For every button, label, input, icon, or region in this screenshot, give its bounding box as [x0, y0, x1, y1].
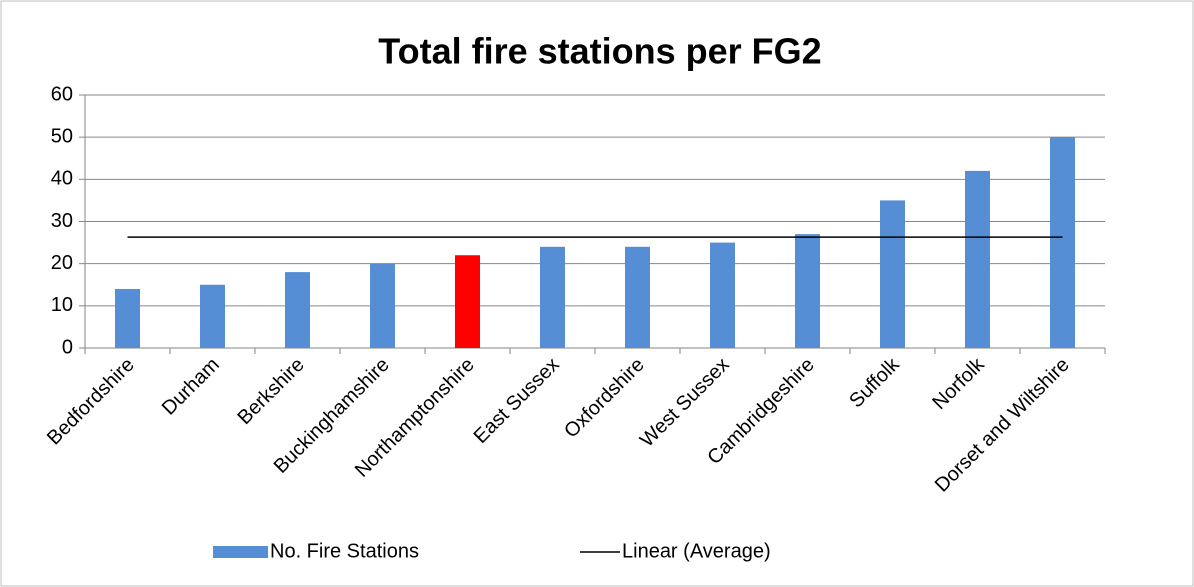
chart-title: Total fire stations per FG2 — [378, 31, 821, 72]
bar — [455, 255, 480, 348]
bar — [965, 170, 990, 348]
y-tick-label: 0 — [62, 336, 73, 358]
bar — [370, 263, 395, 348]
y-tick-label: 10 — [51, 294, 73, 316]
bar — [540, 246, 565, 348]
bar — [115, 288, 140, 348]
bar — [625, 246, 650, 348]
bar — [1050, 137, 1075, 348]
bar — [285, 272, 310, 348]
legend-label: No. Fire Stations — [270, 540, 419, 562]
y-tick-label: 30 — [51, 210, 73, 232]
legend-swatch — [213, 546, 268, 558]
bar — [880, 200, 905, 348]
y-tick-label: 20 — [51, 252, 73, 274]
y-tick-label: 40 — [51, 168, 73, 190]
bar — [200, 284, 225, 348]
bar — [795, 234, 820, 348]
y-tick-label: 50 — [51, 125, 73, 147]
y-tick-label: 60 — [51, 83, 73, 105]
legend-label: Linear (Average) — [622, 540, 771, 562]
bar — [710, 242, 735, 348]
